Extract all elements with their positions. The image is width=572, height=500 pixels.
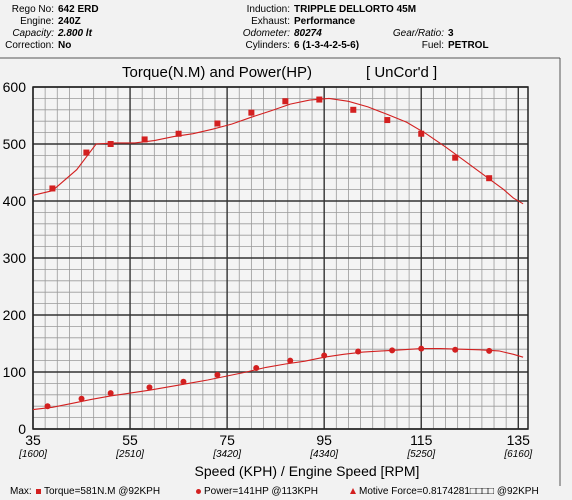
header-value: 3 bbox=[448, 28, 454, 39]
power-marker bbox=[78, 395, 85, 402]
x-tick-label: 135 bbox=[507, 432, 531, 448]
power-marker bbox=[287, 357, 294, 364]
chart-title-suffix: [ UnCor'd ] bbox=[366, 64, 437, 81]
chart-axes: 0 100 200 300 400 500 600 35 55 75 95 115 135 [1600] [… bbox=[3, 79, 533, 460]
power-marker bbox=[486, 347, 493, 354]
x-axis-label: Speed (KPH) / Engine Speed [RPM] bbox=[195, 463, 420, 479]
torque-marker bbox=[248, 109, 255, 116]
y-tick-label: 500 bbox=[3, 136, 27, 152]
torque-marker bbox=[175, 130, 182, 137]
torque-legend-marker bbox=[36, 488, 41, 494]
footer-motive: Motive Force=0.8174281□□□□ @92KPH bbox=[350, 486, 539, 497]
x-tick-label: 55 bbox=[122, 432, 138, 448]
power-marker bbox=[214, 371, 221, 378]
power-marker bbox=[355, 348, 362, 355]
footer-torque-text: Torque=581N.M @92KPH bbox=[44, 486, 161, 497]
power-marker bbox=[452, 346, 459, 353]
y-tick-label: 300 bbox=[3, 250, 27, 266]
header-label: Induction: bbox=[246, 4, 290, 15]
torque-marker bbox=[452, 154, 459, 161]
footer-power: Power=141HP @113KPH bbox=[196, 486, 318, 497]
torque-marker bbox=[282, 98, 289, 105]
rpm-tick-label: [5250] bbox=[406, 449, 435, 460]
rpm-tick-label: [4340] bbox=[309, 449, 338, 460]
footer-max-label: Max: bbox=[10, 486, 32, 497]
power-marker bbox=[253, 365, 260, 372]
x-tick-label: 115 bbox=[410, 432, 433, 448]
torque-marker bbox=[214, 120, 221, 127]
header-label: Engine: bbox=[20, 16, 54, 27]
torque-marker bbox=[316, 96, 323, 103]
header-label: Correction: bbox=[5, 40, 54, 51]
header-label: Rego No: bbox=[11, 4, 54, 15]
y-tick-label: 200 bbox=[3, 307, 27, 323]
power-legend-marker bbox=[196, 488, 201, 494]
torque-marker bbox=[486, 175, 493, 182]
y-tick-label: 400 bbox=[3, 193, 27, 209]
header-label: Exhaust: bbox=[251, 16, 290, 27]
motive-legend-marker bbox=[350, 488, 356, 495]
power-marker bbox=[418, 345, 425, 352]
power-marker bbox=[389, 347, 396, 354]
header-value: 80274 bbox=[294, 28, 322, 39]
rpm-tick-label: [6160] bbox=[503, 449, 532, 460]
header-value: 2.800 lt bbox=[58, 28, 92, 39]
x-tick-label: 95 bbox=[316, 432, 332, 448]
torque-marker bbox=[418, 130, 425, 137]
header-label: Odometer: bbox=[242, 28, 290, 39]
y-tick-label: 0 bbox=[18, 421, 26, 437]
header-label: Capacity: bbox=[12, 28, 54, 39]
plot-border bbox=[32, 86, 529, 430]
rpm-tick-label: [2510] bbox=[115, 449, 144, 460]
torque-marker bbox=[350, 106, 357, 113]
chart-title: Torque(N.M) and Power(HP) bbox=[122, 64, 312, 81]
header-value: No bbox=[58, 40, 72, 51]
power-marker bbox=[44, 403, 51, 410]
torque-marker bbox=[49, 185, 56, 192]
chart-grid bbox=[32, 86, 529, 430]
chart-series bbox=[32, 96, 524, 411]
header-label: Cylinders: bbox=[245, 40, 290, 51]
header-value: TRIPPLE DELLORTO 45M bbox=[294, 4, 417, 15]
x-tick-label: 75 bbox=[219, 432, 235, 448]
torque-power-chart: 0 100 200 300 400 500 600 35 55 75 95 115 135 [1600] [… bbox=[0, 57, 561, 486]
power-marker bbox=[180, 378, 187, 385]
header-label: Fuel: bbox=[421, 40, 444, 51]
power-marker bbox=[107, 390, 114, 397]
torque-line bbox=[32, 97, 524, 205]
footer-torque: Torque=581N.M @92KPH bbox=[36, 486, 160, 497]
y-tick-label: 600 bbox=[3, 79, 27, 95]
header-value: PETROL bbox=[448, 40, 489, 51]
torque-marker bbox=[83, 149, 90, 156]
rpm-tick-label: [3420] bbox=[212, 449, 241, 460]
header-value: 6 (1-3-4-2-5-6) bbox=[294, 40, 360, 51]
torque-marker bbox=[141, 136, 148, 143]
torque-marker bbox=[107, 141, 114, 147]
footer-power-text: Power=141HP @113KPH bbox=[204, 486, 319, 497]
header-label: Gear/Ratio: bbox=[392, 28, 444, 39]
rpm-tick-label: [1600] bbox=[18, 449, 47, 460]
x-tick-label: 35 bbox=[25, 432, 41, 448]
header-value: 642 ERD bbox=[58, 4, 99, 15]
power-marker bbox=[146, 384, 153, 391]
footer-motive-text: Motive Force=0.8174281□□□□ @92KPH bbox=[359, 486, 539, 497]
torque-marker bbox=[384, 117, 391, 124]
power-marker bbox=[321, 352, 328, 359]
header-value: Performance bbox=[294, 16, 356, 27]
header-value: 240Z bbox=[58, 16, 81, 27]
y-tick-label: 100 bbox=[3, 364, 27, 380]
